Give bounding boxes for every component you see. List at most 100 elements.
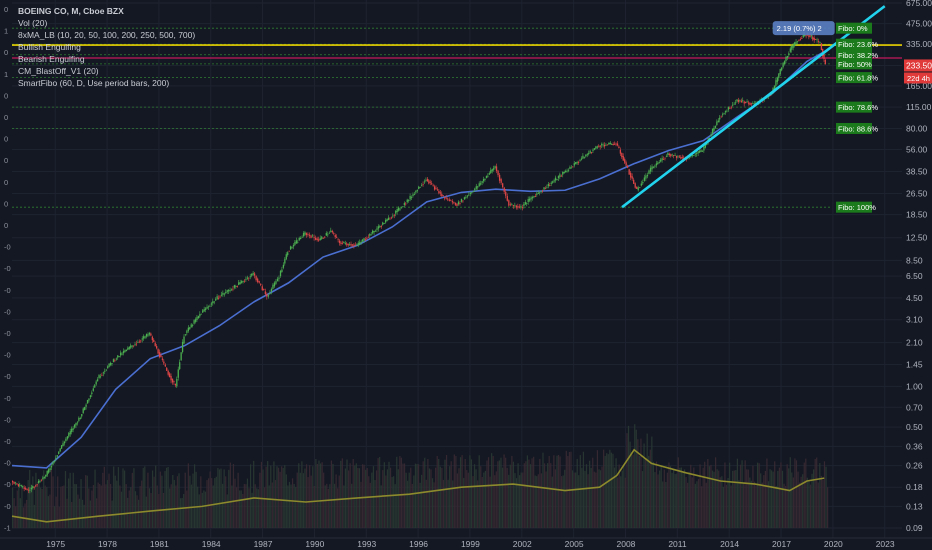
volume-bar xyxy=(444,459,446,528)
volume-bar xyxy=(153,476,155,528)
volume-bar xyxy=(761,482,763,528)
candle-body xyxy=(422,183,424,185)
candle-body xyxy=(438,190,440,194)
volume-bar xyxy=(27,480,29,528)
volume-bar xyxy=(794,458,796,528)
candle-body xyxy=(285,254,287,260)
candle-body xyxy=(698,150,701,153)
candle-body xyxy=(636,186,638,189)
candle-body xyxy=(328,232,330,234)
candle-body xyxy=(311,235,314,237)
candle-body xyxy=(32,486,34,489)
candle-body xyxy=(223,293,225,295)
volume-bar xyxy=(439,466,441,528)
volume-bar xyxy=(575,472,577,528)
countdown-tag xyxy=(904,72,932,84)
volume-bar xyxy=(95,498,98,528)
candle-body xyxy=(88,398,90,401)
volume-bar xyxy=(746,469,748,528)
legend-bullish-engulfing[interactable]: Bullish Engulfing xyxy=(18,42,81,52)
fibo-label-box xyxy=(836,122,872,134)
volume-bar xyxy=(337,488,339,528)
volume-bar xyxy=(335,474,337,528)
candle-body xyxy=(134,344,136,346)
candle-body xyxy=(608,142,610,145)
volume-bar xyxy=(369,482,371,528)
candle-body xyxy=(460,198,463,202)
candle-body xyxy=(333,232,335,234)
x-tick-label: 1975 xyxy=(46,539,65,549)
candle-body xyxy=(287,252,289,256)
volume-bar xyxy=(402,463,404,528)
candle-body xyxy=(292,245,295,247)
candle-body xyxy=(150,333,152,336)
volume-bar xyxy=(721,476,723,528)
volume-bar xyxy=(382,470,384,528)
candle-body xyxy=(300,237,302,240)
candle-body xyxy=(502,183,504,188)
volume-bar xyxy=(753,481,756,528)
candle-body xyxy=(652,167,655,169)
volume-bar xyxy=(463,477,465,528)
legend-blastoff[interactable]: CM_BlastOff_V1 (20) xyxy=(18,66,99,76)
candle-body xyxy=(170,376,172,381)
volume-bar xyxy=(523,463,525,528)
volume-bar xyxy=(265,466,267,528)
volume-bar xyxy=(355,463,357,528)
legend-ma-ribbon[interactable]: 8xMA_LB (10, 20, 50, 100, 200, 250, 500,… xyxy=(18,30,196,40)
candle-body xyxy=(533,196,535,198)
volume-bar xyxy=(19,498,21,528)
volume-bar xyxy=(139,486,141,528)
volume-bar xyxy=(551,476,553,528)
volume-bar xyxy=(203,490,205,528)
candle-body xyxy=(442,195,444,197)
legend-volume[interactable]: Vol (20) xyxy=(18,18,48,28)
candle-body xyxy=(68,433,70,437)
candle-body xyxy=(509,204,512,206)
candle-body xyxy=(310,235,312,238)
candle-body xyxy=(37,480,40,483)
volume-bar xyxy=(584,470,586,528)
candle-body xyxy=(348,243,351,245)
volume-bar xyxy=(469,455,471,528)
candle-body xyxy=(327,234,329,236)
candle-body xyxy=(334,234,336,238)
candle-body xyxy=(356,244,358,246)
candle-body xyxy=(242,281,244,283)
volume-bar xyxy=(455,456,457,528)
volume-bar xyxy=(332,463,334,528)
volume-bar xyxy=(58,506,60,528)
x-tick-label: 1978 xyxy=(98,539,117,549)
volume-bar xyxy=(725,484,728,528)
volume-bar xyxy=(519,475,521,528)
candle-body xyxy=(213,301,215,303)
candle-body xyxy=(273,282,276,287)
volume-bar xyxy=(193,464,196,528)
volume-bar xyxy=(137,499,140,528)
legend-smartfibo[interactable]: SmartFibo (60, D, Use period bars, 200) xyxy=(18,78,170,88)
volume-bar xyxy=(640,438,642,528)
volume-bar xyxy=(635,429,637,528)
volume-bar xyxy=(654,472,656,528)
candle-body xyxy=(506,195,508,201)
volume-bar xyxy=(565,450,567,528)
candle-body xyxy=(599,145,601,147)
candle-body xyxy=(606,144,609,146)
candle-body xyxy=(219,296,221,298)
candle-body xyxy=(657,162,659,165)
candle-body xyxy=(423,181,426,183)
volume-bar xyxy=(596,450,599,528)
candle-body xyxy=(78,417,80,421)
volume-bar xyxy=(763,475,765,528)
volume-bar xyxy=(634,424,636,528)
volume-bar xyxy=(190,484,193,528)
legend-bearish-engulfing[interactable]: Bearish Engulfing xyxy=(18,54,85,64)
volume-bar xyxy=(699,464,701,528)
volume-bar xyxy=(585,464,588,528)
volume-bar xyxy=(186,490,188,528)
candle-body xyxy=(472,191,474,193)
volume-bar xyxy=(284,465,286,528)
x-tick-label: 1987 xyxy=(254,539,273,549)
volume-bar xyxy=(38,480,40,528)
